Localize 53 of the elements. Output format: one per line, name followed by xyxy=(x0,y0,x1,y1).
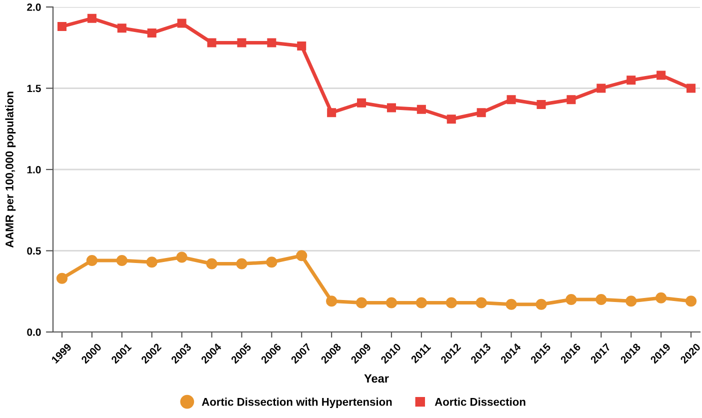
point xyxy=(476,297,487,308)
point xyxy=(566,294,577,306)
point xyxy=(237,38,246,48)
point xyxy=(147,28,156,38)
point xyxy=(327,108,336,118)
y-tick-label: 0.5 xyxy=(27,247,41,255)
y-tick-label: 1.5 xyxy=(27,84,41,92)
point xyxy=(476,108,486,118)
point xyxy=(656,70,666,80)
y-tick-label: 1.0 xyxy=(27,166,41,174)
point xyxy=(596,84,606,93)
point xyxy=(386,103,396,112)
y-tick-label: 0.0 xyxy=(27,328,41,336)
point xyxy=(177,18,186,28)
point xyxy=(566,95,576,104)
point xyxy=(297,41,306,51)
point xyxy=(56,272,68,284)
point xyxy=(86,254,98,266)
point xyxy=(386,297,398,308)
point xyxy=(357,98,366,108)
point xyxy=(416,104,426,114)
point xyxy=(686,84,696,93)
point xyxy=(446,114,456,124)
y-tick-label: 2.0 xyxy=(27,4,41,11)
point xyxy=(536,100,546,110)
legend-label: Aortic Dissection with Hypertension xyxy=(202,398,392,408)
point xyxy=(536,298,547,310)
point xyxy=(626,296,637,307)
point xyxy=(296,250,308,262)
point xyxy=(117,24,126,33)
point xyxy=(236,258,248,270)
point xyxy=(267,38,276,48)
point xyxy=(506,95,516,104)
point xyxy=(266,256,278,268)
point xyxy=(176,252,188,263)
point xyxy=(626,76,636,85)
point xyxy=(207,38,216,48)
point xyxy=(116,254,128,266)
point xyxy=(446,297,457,308)
point xyxy=(356,297,368,308)
point xyxy=(656,292,667,304)
point xyxy=(87,14,96,23)
point xyxy=(146,256,158,268)
point xyxy=(506,298,517,310)
point xyxy=(57,22,66,32)
point xyxy=(416,297,427,308)
x-axis-title: Year xyxy=(364,374,389,383)
point xyxy=(326,296,338,307)
legend-label: Aortic Dissection xyxy=(434,398,526,406)
point xyxy=(596,294,607,306)
point xyxy=(685,296,697,307)
point xyxy=(206,258,218,270)
y-axis-title: AAMR per 100,000 population xyxy=(5,92,16,248)
